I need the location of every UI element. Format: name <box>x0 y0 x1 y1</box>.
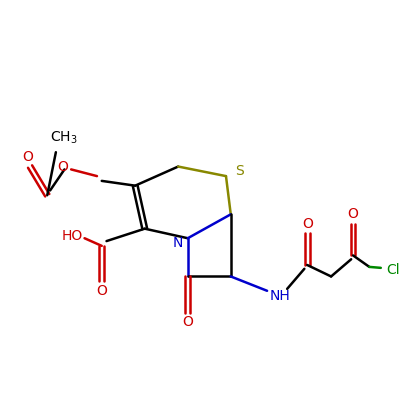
Text: O: O <box>96 284 107 298</box>
Text: NH: NH <box>269 288 290 302</box>
Text: O: O <box>23 150 34 164</box>
Text: O: O <box>57 160 68 174</box>
Text: HO: HO <box>61 229 83 243</box>
Text: N: N <box>173 236 183 250</box>
Text: S: S <box>235 164 244 178</box>
Text: Cl: Cl <box>386 263 400 277</box>
Text: O: O <box>182 315 193 329</box>
Text: O: O <box>302 217 313 231</box>
Text: O: O <box>348 207 358 221</box>
Text: CH$_3$: CH$_3$ <box>50 130 77 146</box>
